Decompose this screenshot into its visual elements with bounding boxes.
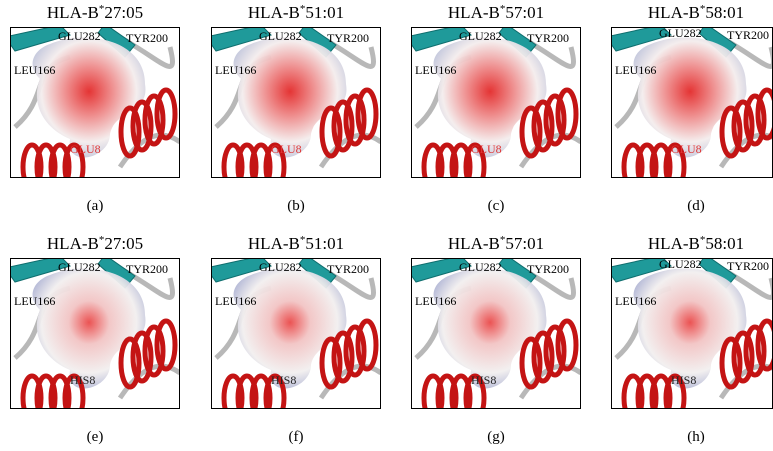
residue-label: HIS8 — [271, 373, 296, 387]
panel-title: HLA-B*57:01 — [448, 234, 544, 253]
residue-label: TYR200 — [727, 28, 769, 42]
residue-label: GLU282 — [459, 260, 502, 274]
residue-label: LEU166 — [415, 63, 456, 77]
residue-label: GLU282 — [259, 260, 302, 274]
residue-label: LEU166 — [415, 294, 456, 308]
panel-caption: (g) — [487, 429, 505, 445]
panel-caption: (a) — [87, 198, 104, 214]
residue-label: GLU282 — [58, 29, 101, 43]
residue-label: GLU282 — [259, 29, 302, 43]
residue-label: GLU282 — [58, 260, 101, 274]
pocket-image — [606, 24, 773, 189]
pocket-image — [406, 24, 581, 189]
pocket-image — [5, 24, 180, 189]
residue-label: LEU166 — [14, 63, 55, 77]
pocket-image — [206, 24, 381, 189]
panel-title: HLA-B*27:05 — [47, 234, 143, 253]
panel-caption: (b) — [287, 198, 305, 214]
residue-label: LEU166 — [215, 63, 256, 77]
panel-title: HLA-B*51:01 — [248, 234, 344, 253]
residue-label: LEU166 — [14, 294, 55, 308]
residue-label: GLU8 — [271, 142, 302, 156]
residue-label: LEU166 — [215, 294, 256, 308]
panel-title: HLA-B*58:01 — [648, 3, 744, 22]
residue-label: HIS8 — [471, 373, 496, 387]
panel-caption: (e) — [87, 429, 104, 445]
residue-label: LEU166 — [615, 294, 656, 308]
residue-label: HIS8 — [70, 373, 95, 387]
residue-label: TYR200 — [527, 31, 569, 45]
residue-label: GLU282 — [659, 257, 702, 271]
pocket-image — [406, 255, 581, 420]
residue-label: TYR200 — [126, 31, 168, 45]
residue-label: GLU8 — [70, 142, 101, 156]
pocket-image — [5, 255, 180, 420]
pocket-image — [606, 255, 773, 420]
pocket-image — [206, 255, 381, 420]
residue-label: TYR200 — [126, 262, 168, 276]
panel-title: HLA-B*57:01 — [448, 3, 544, 22]
residue-label: TYR200 — [327, 262, 369, 276]
panel-caption: (d) — [687, 198, 705, 214]
residue-label: HIS8 — [671, 373, 696, 387]
residue-label: GLU8 — [671, 142, 702, 156]
figure: HLA-B*27:05 GLU282 TYR200 LEU166 GLU8 (a) HLA-… — [0, 0, 773, 451]
residue-label: LEU166 — [615, 63, 656, 77]
panel-title: HLA-B*27:05 — [47, 3, 143, 22]
panel-caption: (c) — [488, 198, 505, 214]
residue-label: GLU282 — [459, 29, 502, 43]
panel-caption: (h) — [687, 429, 705, 445]
panel-title: HLA-B*58:01 — [648, 234, 744, 253]
panel-caption: (f) — [289, 429, 304, 445]
panel-title: HLA-B*51:01 — [248, 3, 344, 22]
residue-label: TYR200 — [527, 262, 569, 276]
residue-label: TYR200 — [327, 31, 369, 45]
residue-label: GLU8 — [471, 142, 502, 156]
residue-label: GLU282 — [659, 26, 702, 40]
residue-label: TYR200 — [727, 259, 769, 273]
